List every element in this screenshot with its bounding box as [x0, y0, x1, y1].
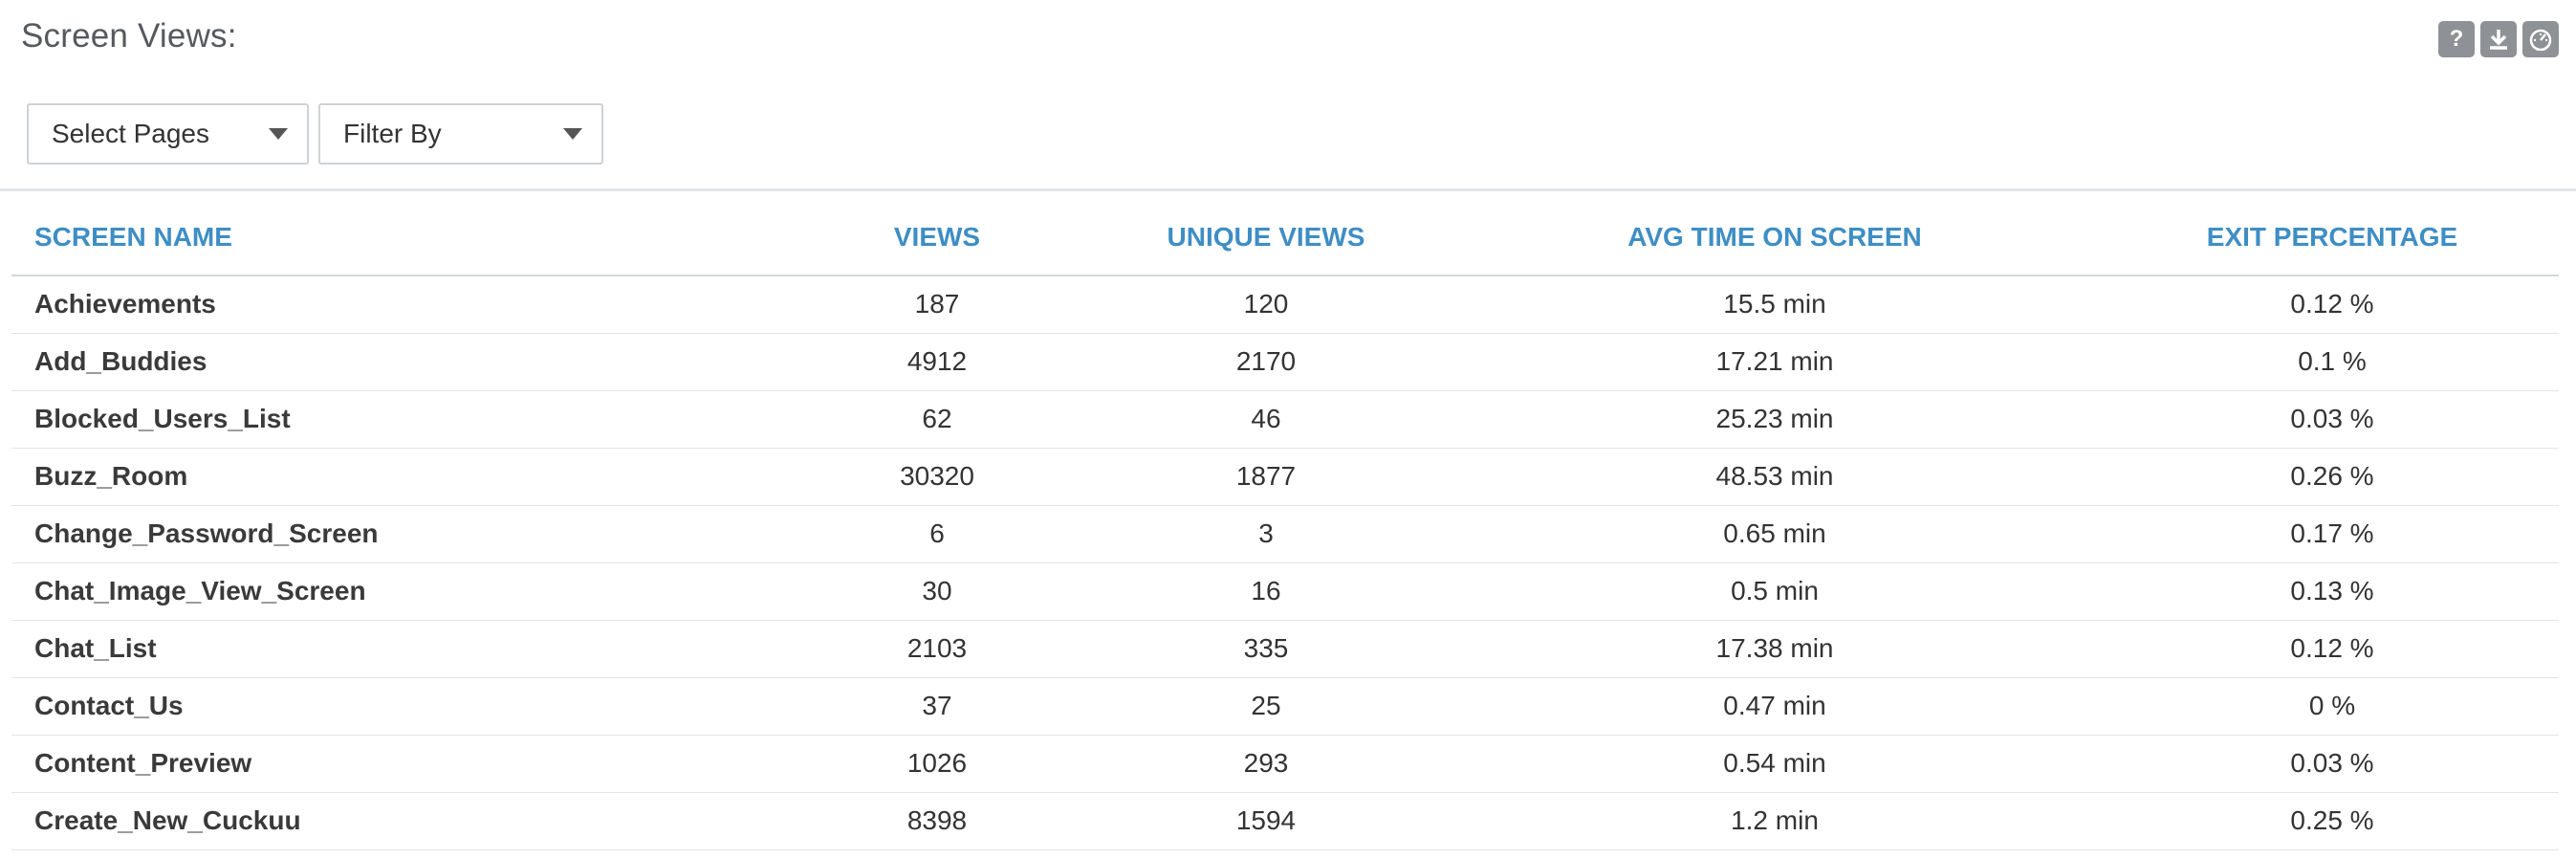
cell-views: 187: [786, 275, 1088, 334]
cell-unique-views: 1594: [1088, 792, 1444, 850]
column-header-exit-percentage[interactable]: EXIT PERCENTAGE: [2106, 191, 2559, 276]
cell-unique-views: 2170: [1088, 333, 1444, 391]
cell-views: 1026: [786, 735, 1088, 793]
table-row: Chat_Image_View_Screen 30 16 0.5 min 0.13 %: [11, 562, 2559, 621]
filter-by-label: Filter By: [343, 119, 442, 148]
cell-views: 37: [786, 677, 1088, 736]
table-row: Blocked_Users_List 62 46 25.23 min 0.03 %: [11, 390, 2559, 449]
cell-avg-time: 48.53 min: [1444, 448, 2106, 506]
table-row: Add_Buddies 4912 2170 17.21 min 0.1 %: [11, 333, 2559, 391]
cell-exit-percentage: 0.12 %: [2106, 620, 2559, 678]
cell-unique-views: 16: [1088, 562, 1444, 621]
cell-screen-name: Achievements: [11, 275, 786, 334]
page-title: Screen Views:: [21, 17, 237, 55]
cell-screen-name: Change_Password_Screen: [11, 505, 786, 563]
cell-views: 8398: [786, 792, 1088, 850]
cell-exit-percentage: 0.25 %: [2106, 792, 2559, 850]
screen-views-table-container: SCREEN NAME VIEWS UNIQUE VIEWS AVG TIME …: [11, 191, 2559, 850]
cell-exit-percentage: 0.1 %: [2106, 333, 2559, 391]
cell-exit-percentage: 0.13 %: [2106, 562, 2559, 621]
table-body: Achievements 187 120 15.5 min 0.12 % Add_Budd…: [11, 275, 2559, 850]
cell-avg-time: 1.2 min: [1444, 792, 2106, 850]
cell-views: 6: [786, 505, 1088, 563]
cell-screen-name: Chat_List: [11, 620, 786, 678]
cell-screen-name: Chat_Image_View_Screen: [11, 562, 786, 621]
cell-exit-percentage: 0.12 %: [2106, 275, 2559, 334]
section-divider: [0, 188, 2576, 191]
cell-screen-name: Buzz_Room: [11, 448, 786, 506]
cell-avg-time: 17.21 min: [1444, 333, 2106, 391]
cell-exit-percentage: 0.26 %: [2106, 448, 2559, 506]
cell-unique-views: 120: [1088, 275, 1444, 334]
filter-by-dropdown[interactable]: Filter By: [318, 103, 603, 165]
column-header-screen-name[interactable]: SCREEN NAME: [11, 191, 786, 276]
cell-screen-name: Contact_Us: [11, 677, 786, 736]
cell-screen-name: Blocked_Users_List: [11, 390, 786, 449]
table-row: Content_Preview 1026 293 0.54 min 0.03 %: [11, 735, 2559, 793]
cell-views: 30320: [786, 448, 1088, 506]
column-header-views[interactable]: VIEWS: [786, 191, 1088, 276]
cell-unique-views: 293: [1088, 735, 1444, 793]
cell-unique-views: 3: [1088, 505, 1444, 563]
filter-controls: Select Pages Filter By: [27, 103, 603, 165]
table-row: Contact_Us 37 25 0.47 min 0 %: [11, 677, 2559, 736]
cell-screen-name: Create_New_Cuckuu: [11, 792, 786, 850]
help-glyph: ?: [2449, 26, 2464, 52]
cell-unique-views: 46: [1088, 390, 1444, 449]
table-row: Achievements 187 120 15.5 min 0.12 %: [11, 275, 2559, 334]
table-row: Buzz_Room 30320 1877 48.53 min 0.26 %: [11, 448, 2559, 506]
cell-avg-time: 17.38 min: [1444, 620, 2106, 678]
table-row: Chat_List 2103 335 17.38 min 0.12 %: [11, 620, 2559, 678]
chevron-down-icon: [269, 128, 288, 140]
cell-views: 62: [786, 390, 1088, 449]
cell-avg-time: 15.5 min: [1444, 275, 2106, 334]
cell-views: 2103: [786, 620, 1088, 678]
cell-unique-views: 1877: [1088, 448, 1444, 506]
column-header-unique-views[interactable]: UNIQUE VIEWS: [1088, 191, 1444, 276]
cell-exit-percentage: 0.17 %: [2106, 505, 2559, 563]
table-header-row: SCREEN NAME VIEWS UNIQUE VIEWS AVG TIME …: [11, 191, 2559, 276]
cell-unique-views: 25: [1088, 677, 1444, 736]
cell-avg-time: 0.5 min: [1444, 562, 2106, 621]
cell-views: 4912: [786, 333, 1088, 391]
cell-exit-percentage: 0.03 %: [2106, 735, 2559, 793]
dashboard-icon[interactable]: [2522, 21, 2559, 57]
table-row: Change_Password_Screen 6 3 0.65 min 0.17 %: [11, 505, 2559, 563]
table-row: Create_New_Cuckuu 8398 1594 1.2 min 0.25 %: [11, 792, 2559, 850]
cell-avg-time: 0.65 min: [1444, 505, 2106, 563]
cell-avg-time: 0.47 min: [1444, 677, 2106, 736]
cell-avg-time: 0.54 min: [1444, 735, 2106, 793]
select-pages-label: Select Pages: [52, 119, 209, 148]
toolbar: ?: [2438, 21, 2559, 57]
cell-exit-percentage: 0.03 %: [2106, 390, 2559, 449]
select-pages-dropdown[interactable]: Select Pages: [27, 103, 309, 165]
chevron-down-icon: [563, 128, 582, 140]
cell-screen-name: Content_Preview: [11, 735, 786, 793]
cell-exit-percentage: 0 %: [2106, 677, 2559, 736]
screen-views-table: SCREEN NAME VIEWS UNIQUE VIEWS AVG TIME …: [11, 191, 2559, 850]
column-header-avg-time[interactable]: AVG TIME ON SCREEN: [1444, 191, 2106, 276]
cell-views: 30: [786, 562, 1088, 621]
cell-avg-time: 25.23 min: [1444, 390, 2106, 449]
download-icon[interactable]: [2480, 21, 2517, 57]
help-icon[interactable]: ?: [2438, 21, 2475, 57]
cell-screen-name: Add_Buddies: [11, 333, 786, 391]
cell-unique-views: 335: [1088, 620, 1444, 678]
